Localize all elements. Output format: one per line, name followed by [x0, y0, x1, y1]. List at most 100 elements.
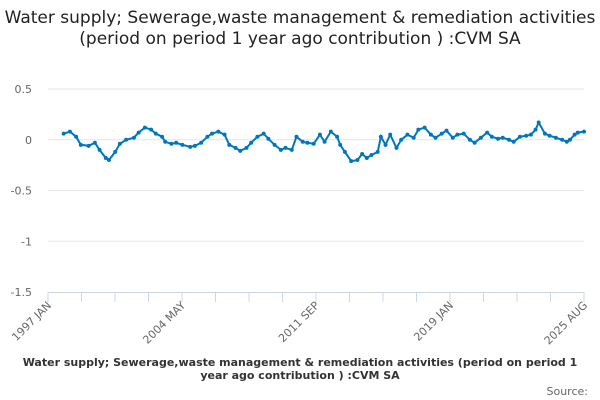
data-point	[547, 133, 552, 138]
data-point	[335, 134, 340, 139]
x-tick-label: 2004 MAY	[140, 299, 188, 347]
data-point	[92, 140, 97, 145]
x-tick-label: 2011 SEP	[276, 299, 322, 345]
data-point	[136, 130, 141, 135]
data-point	[582, 129, 586, 134]
data-point	[266, 136, 271, 141]
data-point	[500, 135, 505, 140]
data-point	[249, 140, 254, 145]
y-tick-label: -1.5	[11, 286, 32, 299]
data-point	[472, 140, 477, 145]
data-point	[124, 137, 129, 142]
data-point	[467, 137, 472, 142]
data-point	[61, 131, 66, 136]
data-point	[439, 131, 444, 136]
data-point	[342, 149, 347, 154]
data-point	[575, 130, 580, 135]
data-point	[560, 137, 565, 142]
data-point	[375, 149, 380, 154]
data-point	[283, 145, 288, 150]
data-point	[78, 142, 83, 147]
data-point	[394, 145, 399, 150]
data-point	[117, 141, 122, 146]
data-point	[272, 142, 277, 147]
data-point	[405, 132, 410, 137]
data-point	[536, 120, 541, 125]
data-point	[461, 131, 466, 136]
data-point	[411, 135, 416, 140]
data-point	[533, 127, 538, 132]
data-point	[416, 127, 421, 132]
data-point	[74, 134, 79, 139]
data-point	[205, 134, 210, 139]
data-point	[163, 139, 168, 144]
data-point	[103, 156, 108, 161]
data-point	[450, 135, 455, 140]
data-point	[478, 135, 483, 140]
data-point	[113, 149, 118, 154]
data-point	[489, 134, 494, 139]
x-axis-title: Water supply; Sewerage,waste management …	[22, 356, 578, 382]
data-point	[261, 131, 266, 136]
data-point	[455, 132, 460, 137]
data-point	[238, 148, 243, 153]
data-point	[572, 132, 577, 137]
data-point	[149, 127, 154, 132]
data-point	[496, 136, 501, 141]
data-point	[360, 151, 365, 156]
chart-title: Water supply; Sewerage,waste management …	[4, 8, 596, 49]
data-point	[399, 137, 404, 142]
data-point	[227, 142, 232, 147]
data-point	[338, 142, 343, 147]
source-label: Source:	[546, 385, 589, 398]
x-tick-label: 2019 JAN	[411, 299, 456, 344]
data-point	[86, 143, 91, 148]
data-point	[153, 131, 158, 136]
data-point	[317, 132, 322, 137]
data-point	[328, 129, 333, 134]
data-point	[355, 158, 360, 163]
data-point	[311, 141, 316, 146]
data-point	[67, 129, 72, 134]
data-point	[528, 132, 533, 137]
data-point	[278, 147, 283, 152]
data-point	[192, 143, 197, 148]
data-point	[524, 133, 529, 138]
data-point	[553, 135, 558, 140]
y-tick-label: -0.5	[11, 185, 32, 198]
data-point	[433, 135, 438, 140]
data-point	[388, 132, 393, 137]
data-point	[300, 139, 305, 144]
data-point	[564, 139, 569, 144]
x-tick-label: 1997 JAN	[9, 299, 54, 344]
data-point	[364, 156, 369, 161]
data-point	[289, 147, 294, 152]
data-point	[383, 142, 388, 147]
data-point	[444, 128, 449, 133]
y-tick-label: 0	[25, 134, 32, 147]
data-point	[210, 131, 215, 136]
data-point	[422, 125, 427, 130]
data-point	[511, 139, 516, 144]
y-tick-label: -1	[21, 235, 32, 248]
data-point	[305, 140, 310, 145]
data-point	[517, 134, 522, 139]
data-point	[142, 125, 147, 130]
data-point	[180, 142, 185, 147]
data-point	[294, 134, 299, 139]
data-point	[369, 152, 374, 157]
data-point	[542, 131, 547, 136]
data-point	[199, 140, 204, 145]
data-point	[244, 145, 249, 150]
data-point	[97, 147, 102, 152]
data-point	[106, 158, 111, 163]
data-point	[485, 130, 490, 135]
data-point	[169, 141, 174, 146]
data-point	[428, 132, 433, 137]
data-point	[216, 129, 221, 134]
data-point	[160, 134, 165, 139]
x-tick-label: 2025 AUG	[542, 299, 591, 348]
data-point	[322, 139, 327, 144]
data-point	[188, 144, 193, 149]
